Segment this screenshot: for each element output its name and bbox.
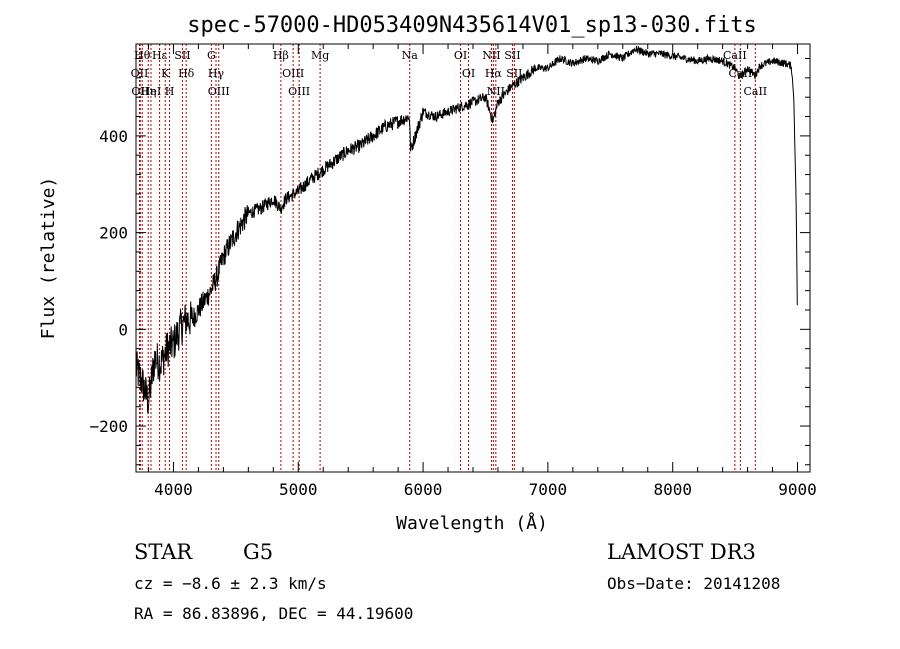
x-tick-label: 4000 [154,480,193,499]
line-label: SII [506,67,522,80]
line-markers [138,44,756,472]
survey-name: LAMOST DR3 [607,540,756,564]
y-tick-label: 0 [118,320,128,339]
line-label: Hα [485,67,503,80]
line-label: CaII [743,85,767,98]
line-label: NII [487,85,505,98]
y-axis-label: Flux (relative) [38,177,59,340]
line-label: OIII [208,85,230,98]
obs-date: Obs−Date: 20141208 [607,574,781,593]
line-label: Na [402,49,419,62]
line-label: NII [482,49,500,62]
x-tick-label: 9000 [778,480,817,499]
axis-ticks: 4000 5000 6000 7000 8000 9000 −200 0 200 400 [89,44,817,499]
line-label: OII [131,67,149,80]
line-label: OII [131,85,149,98]
chart-title: spec-57000-HD053409N435614V01_sp13-030.f… [187,13,757,38]
spectrum-series [135,45,798,414]
line-label: Hδ [178,67,195,80]
object-subclass: G5 [243,540,274,564]
line-label: Hη [140,85,156,98]
x-axis-label: Wavelength (Å) [396,512,548,534]
x-tick-label: 8000 [653,480,692,499]
line-label: OI [462,67,475,80]
line-label: Hε [152,49,168,62]
line-label: OI [454,49,467,62]
line-label: SII [504,49,520,62]
line-label: Mg [311,49,329,62]
redshift-cz: cz = −8.6 ± 2.3 km/s [134,574,327,593]
x-tick-label: 7000 [529,480,568,499]
line-label: OIII [282,67,304,80]
line-label: HeI [141,85,161,98]
y-tick-label: 400 [99,127,128,146]
y-tick-label: −200 [89,417,128,436]
plot-frame [135,43,811,473]
line-label: H [165,85,175,98]
coordinates: RA = 86.83896, DEC = 44.19600 [134,604,414,623]
line-label: Hθ [134,49,151,62]
line-label: G [207,49,216,62]
line-label: Hγ [208,67,225,80]
line-label: CaII [723,49,747,62]
line-labels: HθOIIOIIHηHeIHεKHSIIHδGHγOIIIHβOIIIOIIIM… [131,49,768,98]
y-tick-label: 200 [99,224,128,243]
x-tick-label: 5000 [279,480,318,499]
line-label: SII [174,49,190,62]
line-label: Hβ [273,49,289,62]
line-label: K [161,67,170,80]
object-class: STAR [134,540,193,564]
line-label: OIII [288,85,310,98]
x-tick-label: 6000 [404,480,443,499]
